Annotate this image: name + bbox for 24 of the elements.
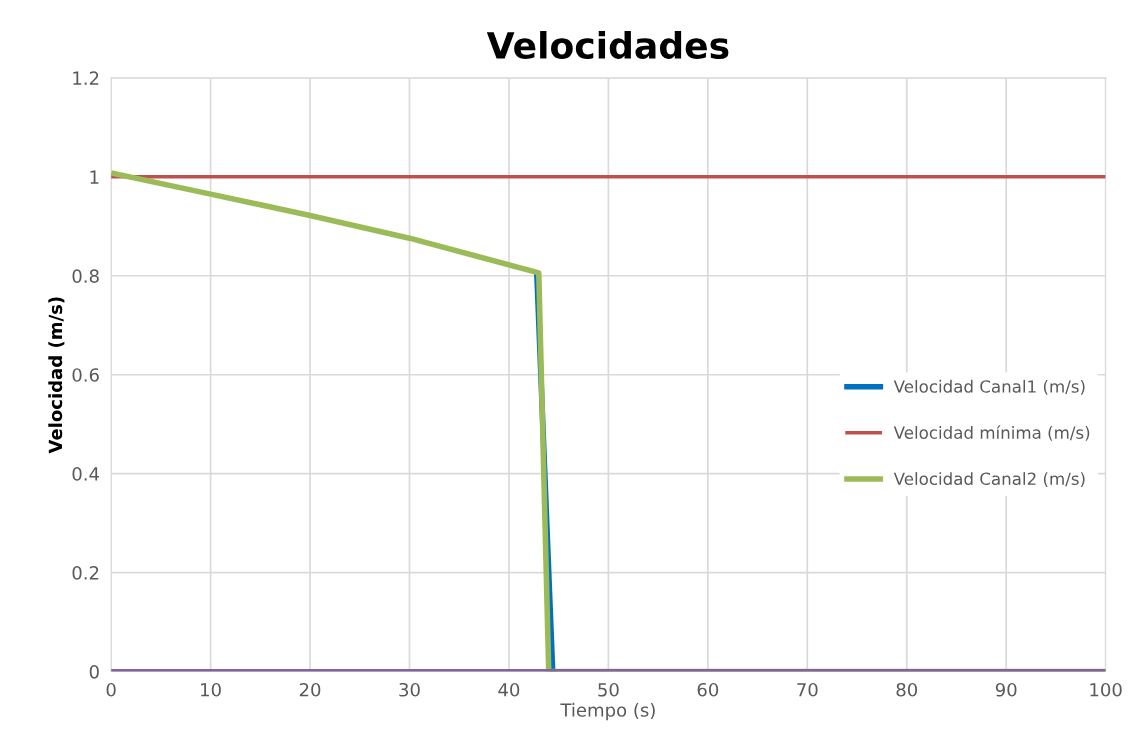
x-tick-label: 40: [498, 682, 520, 697]
y-tick-label: 0.4: [72, 467, 100, 481]
y-axis-title: Velocidad (m/s): [48, 297, 65, 454]
x-tick-label: 100: [1090, 682, 1122, 697]
y-tick-label: 1: [90, 170, 99, 184]
y-tick-label: 1.2: [73, 71, 99, 85]
chart-title: Velocidades: [486, 31, 729, 59]
legend-label: Velocidad Canal2 (m/s): [893, 472, 1085, 487]
x-tick-label: 30: [399, 682, 420, 697]
x-tick-label: 50: [598, 682, 619, 697]
x-tick-label: 10: [201, 682, 221, 697]
legend-label: Velocidad mínima (m/s): [893, 425, 1090, 441]
y-tick-label: 0.2: [72, 566, 99, 580]
y-tick-label: 0.8: [72, 269, 99, 283]
x-tick-label: 60: [697, 682, 719, 697]
x-tick-label: 0: [106, 682, 116, 697]
x-axis-title: Tiempo (s): [560, 702, 655, 721]
y-tick-label: 0: [89, 664, 99, 679]
legend-label: Velocidad Canal1 (m/s): [893, 379, 1085, 395]
x-tick-label: 70: [797, 682, 818, 697]
y-tick-label: 0.6: [72, 368, 99, 382]
x-tick-label: 80: [896, 682, 918, 697]
x-tick-label: 20: [299, 682, 321, 697]
x-tick-label: 90: [995, 682, 1017, 697]
